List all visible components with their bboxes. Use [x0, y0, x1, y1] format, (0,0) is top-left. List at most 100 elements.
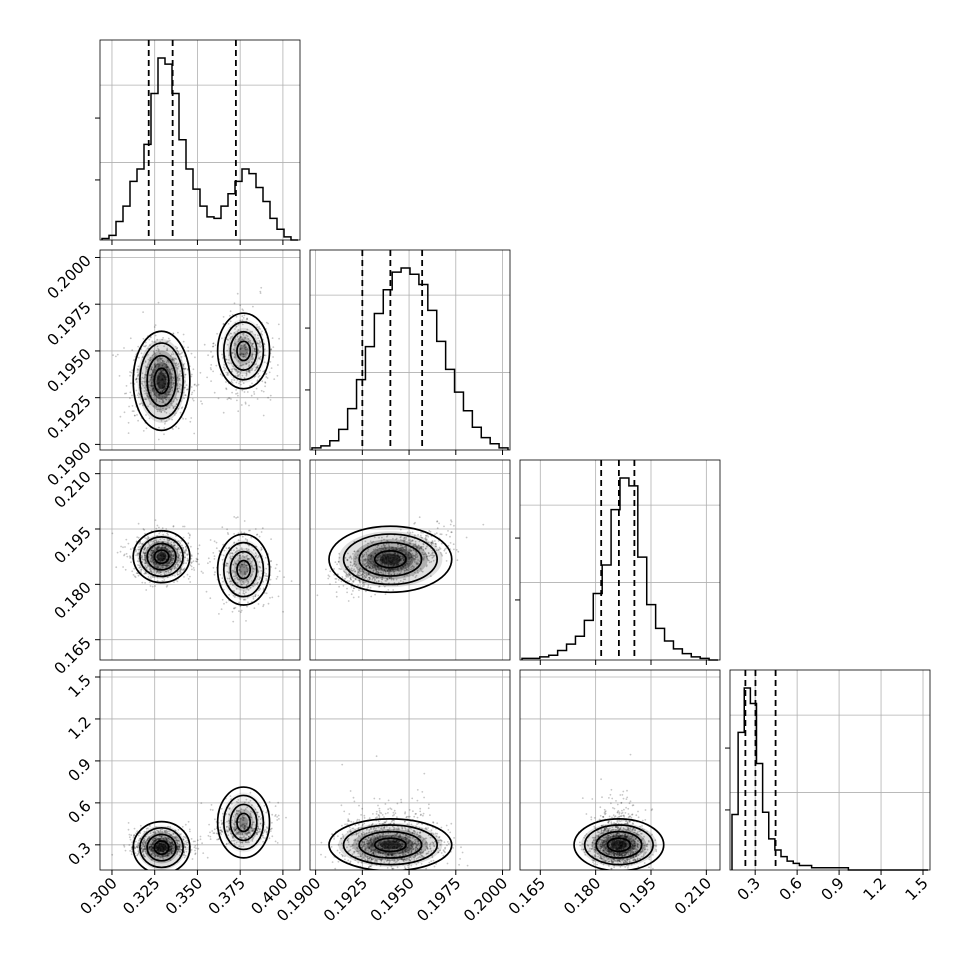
sample-point: [162, 544, 165, 547]
sample-point: [259, 358, 261, 360]
sample-point: [165, 854, 167, 857]
sample-point: [158, 410, 161, 413]
sample-point: [225, 358, 228, 361]
sample-point: [190, 555, 193, 558]
sample-point: [225, 843, 228, 845]
sample-point: [230, 380, 233, 383]
sample-point: [259, 828, 261, 830]
sample-point: [129, 838, 132, 841]
sample-point: [172, 428, 174, 430]
sample-point: [143, 390, 146, 392]
sample-point: [372, 564, 375, 567]
sample-point: [201, 402, 204, 405]
sample-point: [136, 554, 139, 557]
sample-point: [190, 557, 193, 560]
sample-point: [157, 397, 160, 399]
sample-point: [171, 379, 174, 382]
sample-point: [256, 533, 259, 536]
sample-point: [329, 583, 331, 585]
sample-point: [156, 363, 158, 366]
sample-point: [364, 540, 367, 543]
sample-point: [142, 528, 145, 530]
sample-point: [416, 563, 419, 566]
sample-point: [159, 408, 162, 411]
sample-point: [152, 540, 155, 542]
sample-point: [176, 364, 179, 366]
sample-point: [177, 840, 180, 842]
sample-point: [179, 570, 182, 572]
sample-point: [396, 567, 399, 570]
sample-point: [158, 394, 161, 397]
sample-point: [238, 564, 241, 567]
sample-point: [333, 568, 335, 570]
sample-point: [146, 565, 149, 567]
sample-point: [200, 400, 202, 403]
sample-point: [369, 558, 372, 561]
sample-point: [385, 551, 388, 554]
sample-point: [162, 564, 165, 566]
sample-point: [364, 563, 367, 565]
sample-point: [229, 336, 232, 339]
sample-point: [403, 539, 406, 542]
sample-point: [260, 546, 263, 549]
sample-point: [453, 548, 455, 551]
sample-point: [150, 845, 153, 848]
sample-point: [417, 544, 420, 547]
sample-point: [144, 552, 147, 554]
sample-point: [211, 809, 214, 811]
sample-point: [151, 340, 154, 343]
sample-point: [352, 596, 355, 599]
sample-point: [202, 572, 204, 574]
sample-point: [143, 547, 146, 550]
sample-point: [176, 384, 179, 387]
sample-point: [394, 548, 397, 551]
sample-point: [142, 551, 145, 553]
sample-point: [225, 381, 227, 383]
sample-point: [246, 587, 248, 590]
sample-point: [219, 829, 222, 832]
sample-point: [252, 549, 255, 551]
sample-point: [248, 831, 251, 833]
sample-point: [164, 387, 166, 390]
sample-point: [239, 336, 241, 339]
sample-point: [173, 558, 175, 560]
sample-point: [198, 544, 201, 547]
sample-point: [161, 566, 164, 569]
sample-point: [414, 554, 417, 557]
sample-point: [179, 542, 182, 544]
sample-point: [242, 555, 244, 557]
sample-point: [380, 581, 383, 583]
sample-point: [338, 585, 340, 588]
sample-point: [253, 607, 256, 610]
sample-point: [184, 373, 187, 376]
sample-point: [335, 578, 338, 580]
sample-point: [144, 557, 147, 559]
sample-point: [140, 382, 143, 385]
sample-point: [242, 590, 245, 593]
sample-point: [432, 556, 435, 558]
sample-point: [146, 546, 149, 549]
sample-point: [239, 826, 242, 829]
sample-point: [237, 370, 240, 373]
sample-point: [165, 396, 168, 399]
sample-point: [240, 808, 243, 810]
sample-point: [402, 557, 404, 559]
sample-point: [253, 347, 255, 350]
sample-point: [234, 344, 237, 346]
sample-point: [183, 381, 186, 384]
sample-point: [417, 534, 419, 536]
sample-point: [161, 566, 164, 569]
sample-point: [374, 568, 377, 571]
sample-point: [165, 837, 168, 840]
sample-point: [153, 366, 156, 368]
sample-point: [236, 370, 239, 372]
sample-point: [165, 392, 167, 395]
sample-point: [377, 570, 379, 573]
sample-point: [235, 832, 238, 835]
sample-point: [168, 564, 171, 566]
sample-point: [259, 290, 262, 293]
sample-point: [403, 537, 406, 539]
sample-point: [170, 372, 173, 375]
sample-point: [177, 362, 180, 365]
sample-point: [183, 376, 186, 378]
